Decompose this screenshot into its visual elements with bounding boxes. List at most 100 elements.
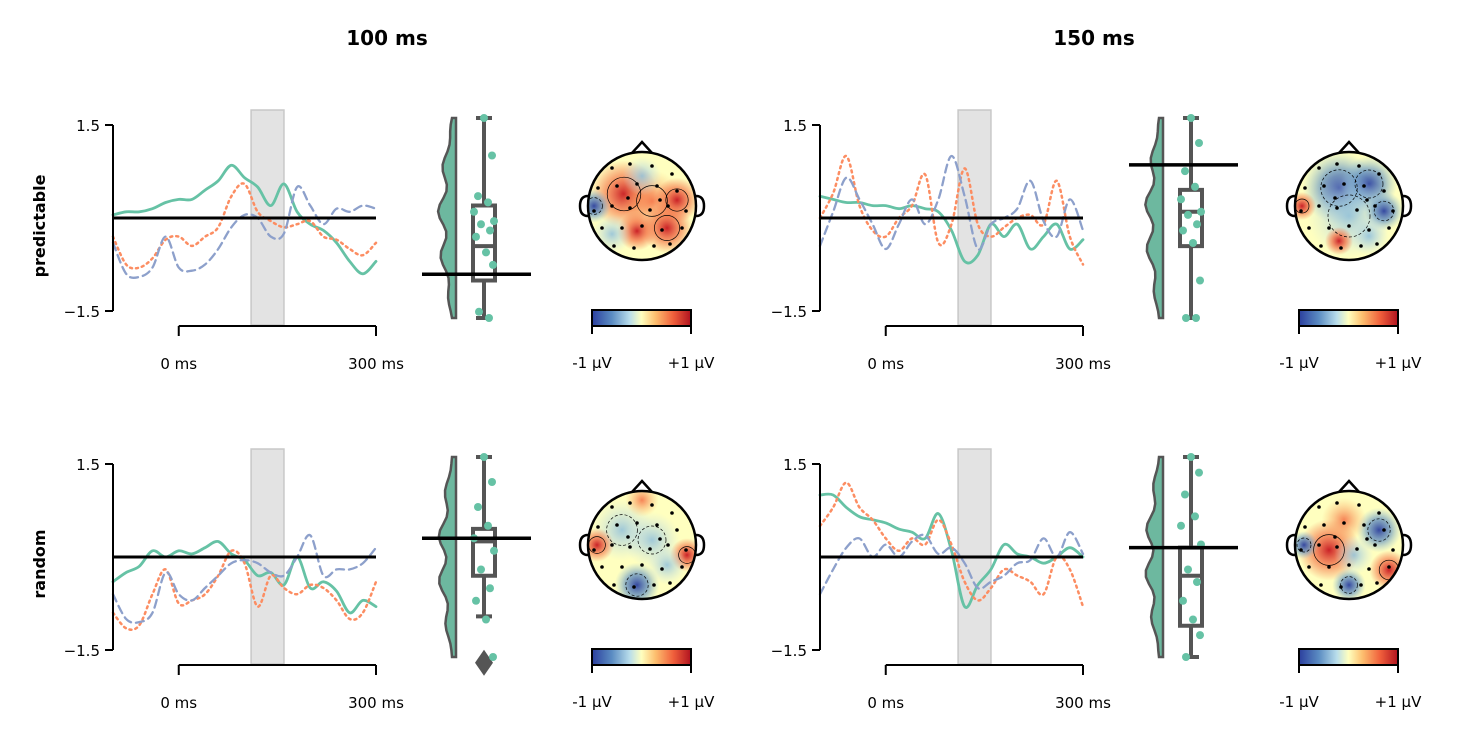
data-point (472, 596, 480, 605)
colorbar-label-left: -1 µV (1279, 354, 1319, 372)
sensor-dot (1373, 543, 1377, 547)
sensor-dot (1317, 166, 1321, 170)
sensor-dot (1342, 182, 1346, 186)
sensor-dot (592, 548, 596, 552)
sensor-dot (626, 535, 630, 539)
topomap-contour (1340, 576, 1358, 594)
data-point (1191, 512, 1199, 521)
sensor-dot (658, 198, 662, 202)
x-tick-label-300: 300 ms (348, 694, 404, 712)
sensor-dot (610, 166, 614, 170)
sensor-dot (652, 583, 656, 587)
sensor-dot (660, 228, 664, 232)
sensor-dot (1322, 523, 1326, 527)
data-point (1191, 182, 1199, 191)
topomap-field (1295, 491, 1403, 599)
x-tick-label-300: 300 ms (1055, 355, 1111, 373)
sensor-dot (635, 182, 639, 186)
data-point (489, 260, 497, 269)
erp-line-dashed (111, 533, 378, 624)
sensor-dot (1387, 226, 1391, 230)
sensor-dot (1365, 198, 1369, 202)
sensor-dot (1319, 244, 1323, 248)
sensor-dot (648, 547, 652, 551)
data-point (1195, 139, 1203, 147)
sensor-dot (592, 209, 596, 213)
sensor-dot (1322, 184, 1326, 188)
nose (631, 479, 653, 493)
violin (436, 116, 458, 320)
erp-line-solid (818, 492, 1085, 609)
ear-right (695, 194, 706, 218)
sensor-dot (610, 204, 614, 208)
colorbar (591, 648, 692, 666)
sensor-dot (1359, 244, 1363, 248)
x-tick-label-0: 0 ms (160, 355, 197, 373)
erp-line-dashed (111, 185, 378, 280)
topomap-contour (665, 188, 689, 212)
erp-line-dotted (111, 549, 378, 631)
data-point (472, 232, 480, 241)
sensor-dot (1342, 521, 1346, 525)
ear-right (1402, 533, 1413, 557)
sensor-dot (666, 204, 670, 208)
sensor-dot (628, 206, 632, 210)
sensor-dot (632, 246, 636, 250)
sensor-dot (632, 585, 636, 589)
colorbar-label-left: -1 µV (572, 693, 612, 711)
column-title-100ms: 100 ms (346, 26, 427, 50)
nose (1338, 479, 1360, 493)
topomap-contour (1354, 169, 1384, 199)
colorbar-label-right: +1 µV (1375, 693, 1422, 711)
sensor-dot (596, 186, 600, 190)
colorbar-label-right: +1 µV (1375, 354, 1422, 372)
topomap-contour (1296, 537, 1312, 553)
colorbar-label-left: -1 µV (1279, 693, 1319, 711)
sensor-dot (668, 581, 672, 585)
topomap-field (1295, 152, 1403, 260)
topomap-contour (588, 197, 603, 215)
sensor-dot (1327, 565, 1331, 569)
colorbar-label-left: -1 µV (572, 354, 612, 372)
head-outline (1293, 489, 1405, 601)
topomap-blob (592, 214, 632, 254)
topomap-contour (654, 215, 680, 241)
head-outline (586, 489, 698, 601)
topomap-blob (1321, 497, 1367, 543)
sensor-dot (1319, 583, 1323, 587)
sensor-dot (1339, 246, 1343, 250)
sensor-dot (648, 208, 652, 212)
data-point (475, 307, 483, 316)
sensor-dot (1377, 172, 1381, 176)
erp-line-solid (111, 539, 378, 615)
topomap-blob (1295, 192, 1316, 220)
ear-left (1285, 194, 1296, 218)
data-point (484, 521, 492, 530)
data-point (1181, 490, 1189, 499)
sensor-dot (1327, 226, 1331, 230)
sensor-dot (1357, 164, 1361, 168)
sensor-dot (1303, 186, 1307, 190)
data-point (470, 207, 478, 216)
topomap-blob (588, 528, 614, 562)
sensor-dot (1303, 525, 1307, 529)
sensor-dot (1375, 242, 1379, 246)
data-point (1184, 210, 1192, 219)
erp-line-dotted (818, 154, 1085, 266)
violin (1144, 455, 1165, 659)
ear-left (1285, 533, 1296, 557)
sensor-dot (1367, 567, 1371, 571)
sensor-dot (670, 511, 674, 515)
sensor-dot (1339, 585, 1343, 589)
sensor-dot (1373, 204, 1377, 208)
sensor-dot (684, 548, 688, 552)
sensor-dot (600, 226, 604, 230)
topomap-contour (606, 514, 638, 546)
data-point (474, 192, 482, 201)
data-point (480, 453, 488, 461)
topomap-contour (625, 573, 649, 597)
topomap-contour (1367, 518, 1391, 542)
sensor-dot (626, 196, 630, 200)
colorbar-label-right: +1 µV (668, 354, 715, 372)
sensor-dot (628, 162, 632, 166)
